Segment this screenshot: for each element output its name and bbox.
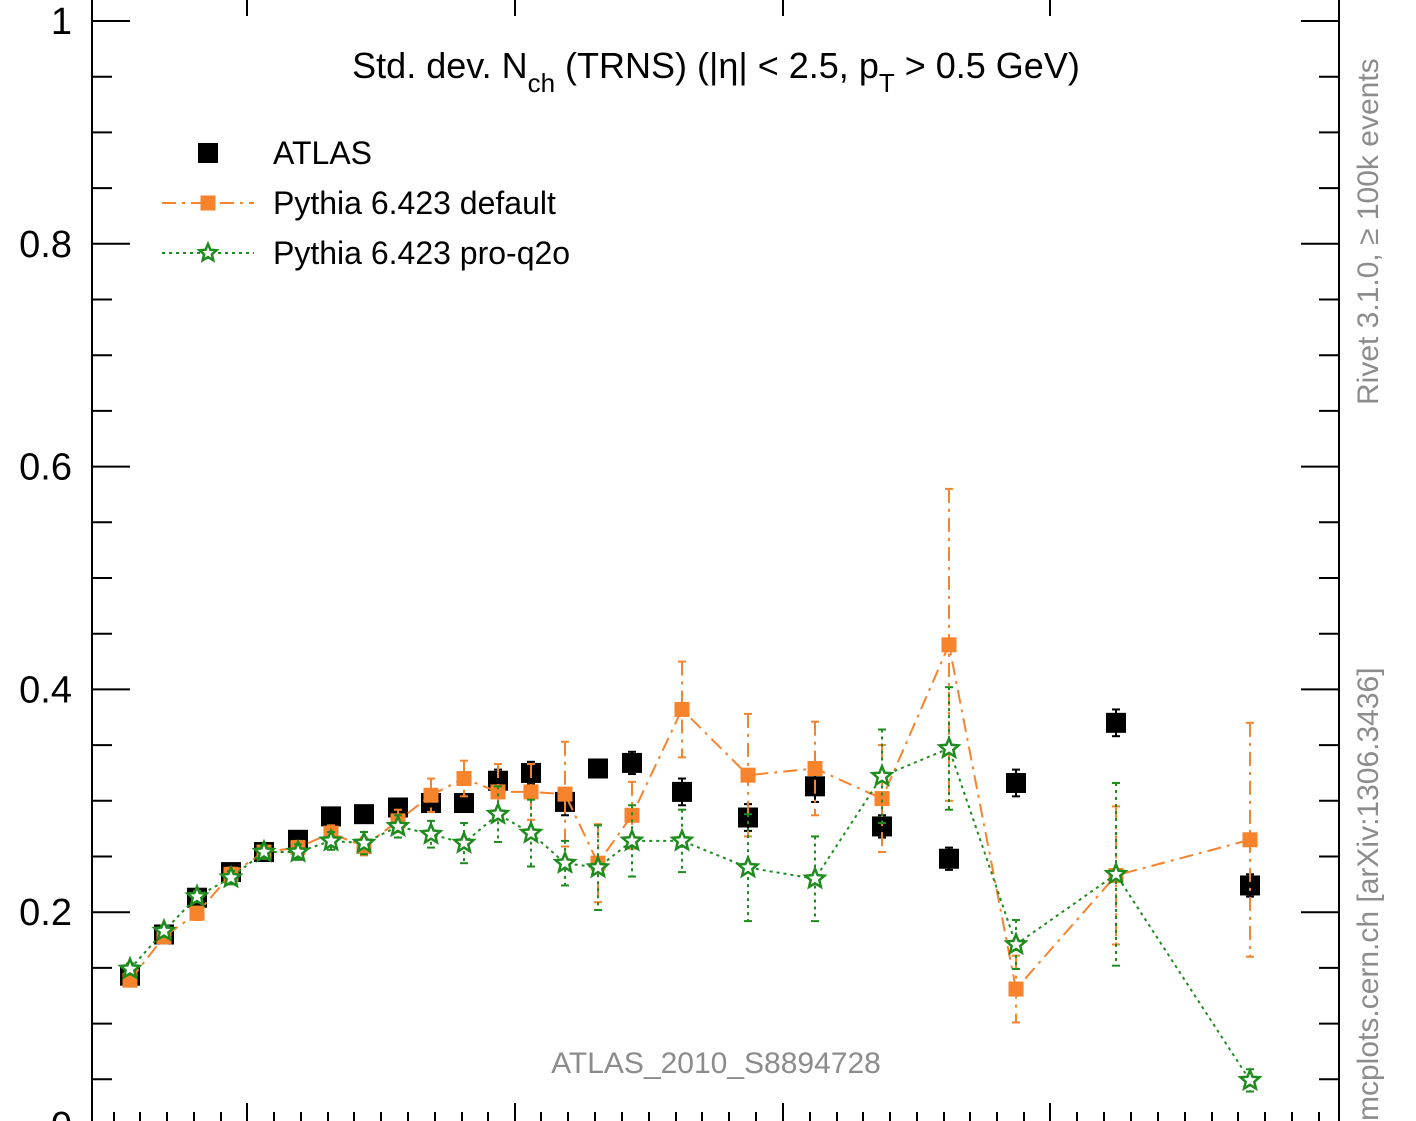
title-part-pre: Std. dev. N	[352, 45, 527, 86]
data-point	[552, 849, 578, 874]
series-pythia-6-423-pro-q2o	[117, 686, 1263, 1093]
data-point	[218, 864, 244, 889]
title-subscript-ch: ch	[528, 68, 555, 98]
plot-frame	[91, 0, 1340, 1121]
legend-label: Pythia 6.423 default	[273, 185, 556, 221]
legend-marker	[200, 195, 216, 211]
axis-ticks	[92, 0, 1339, 1121]
data-point	[418, 820, 444, 845]
series-line	[129, 747, 1251, 1081]
series-layer	[117, 487, 1263, 1093]
y-tick-label: 0.4	[19, 669, 72, 711]
data-point	[622, 752, 642, 773]
data-point	[1003, 931, 1029, 956]
data-point	[1240, 875, 1260, 896]
data-point	[354, 804, 374, 825]
data-point	[802, 865, 828, 890]
data-point	[1242, 832, 1258, 848]
legend-marker	[198, 143, 218, 163]
series-line	[129, 641, 1251, 992]
legend: ATLAS Pythia 6.423 default Pythia 6.423 pr…	[162, 135, 570, 271]
data-point	[456, 771, 472, 787]
data-point	[669, 827, 695, 852]
data-point	[738, 807, 758, 828]
title-part-post: > 0.5 GeV)	[895, 45, 1080, 86]
data-point	[624, 807, 640, 823]
data-point	[674, 701, 690, 717]
data-point	[740, 767, 756, 783]
data-point	[939, 848, 959, 869]
data-point	[184, 883, 210, 908]
analysis-id-label: ATLAS_2010_S8894728	[551, 1047, 881, 1080]
y-tick-label: 0.8	[19, 224, 72, 266]
y-tick-labels: 0.2 0.4 0.6 0.8 1 0	[19, 1, 72, 1121]
data-point	[454, 793, 474, 814]
data-point	[518, 819, 544, 844]
data-point	[451, 829, 477, 854]
series-pythia-6-423-default	[122, 487, 1258, 1024]
y-tick-label: 0.6	[19, 447, 72, 489]
title-subscript-t: T	[879, 68, 895, 98]
data-point	[251, 838, 277, 863]
legend-label: ATLAS	[273, 135, 372, 171]
data-point	[151, 917, 177, 942]
data-point	[1006, 772, 1026, 793]
chart-title: Std. dev. Nch (TRNS) (|η| < 2.5, pT > 0.…	[352, 45, 1080, 98]
data-point	[285, 838, 311, 863]
data-point	[423, 787, 439, 803]
y-tick-label: 1	[51, 1, 72, 43]
mcplots-source-note: mcplots.cern.ch [arXiv:1306.3436]	[1352, 667, 1385, 1121]
data-point	[351, 829, 377, 854]
data-point	[385, 813, 411, 838]
title-part-mid: (TRNS) (|η| < 2.5, p	[555, 45, 879, 86]
data-point	[1008, 981, 1024, 997]
legend-label: Pythia 6.423 pro-q2o	[273, 235, 570, 271]
data-point	[117, 955, 143, 980]
data-point	[388, 797, 408, 818]
data-point	[585, 854, 611, 879]
data-point	[672, 781, 692, 802]
data-point	[941, 637, 957, 653]
data-point	[189, 905, 205, 921]
data-point	[1103, 860, 1129, 886]
data-point	[619, 827, 645, 852]
data-point	[872, 816, 892, 837]
rivet-version-note: Rivet 3.1.0, ≥ 100k events	[1352, 58, 1385, 405]
data-point	[523, 784, 539, 800]
data-point	[588, 758, 608, 779]
data-point	[1237, 1067, 1263, 1092]
data-point	[936, 735, 962, 760]
data-point	[321, 806, 341, 827]
data-point	[807, 760, 823, 776]
legend-marker	[196, 240, 220, 263]
data-point	[557, 786, 573, 802]
data-point	[485, 800, 511, 825]
data-point	[869, 762, 895, 788]
data-point	[318, 827, 344, 852]
data-point	[490, 784, 506, 800]
data-point	[874, 791, 890, 807]
data-point	[735, 854, 761, 879]
y-tick-label: 0.2	[19, 892, 72, 934]
data-point	[1106, 712, 1126, 733]
y-tick-label-zero: 0	[51, 1105, 72, 1121]
